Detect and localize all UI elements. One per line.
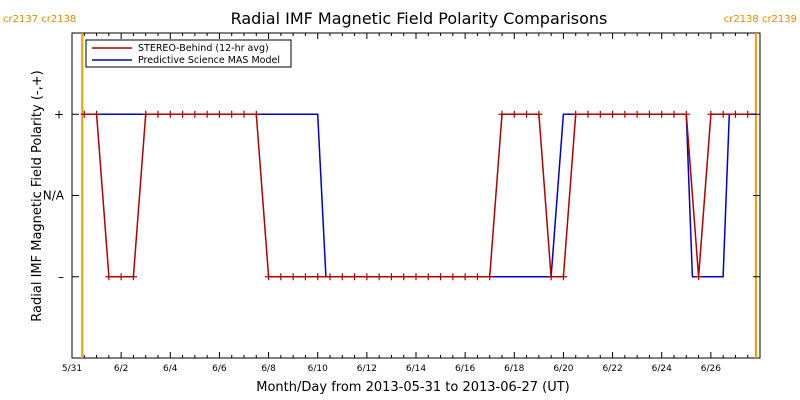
- legend-box: [85, 39, 292, 68]
- x-axis-label: Month/Day from 2013-05-31 to 2013-06-27 …: [256, 380, 569, 395]
- legend-label-stereo: STEREO-Behind (12-hr avg): [138, 43, 269, 54]
- data-point: [191, 110, 199, 118]
- x-tick-label: 6/6: [212, 364, 227, 374]
- data-point: [437, 273, 445, 281]
- x-tick-label: 6/8: [261, 364, 276, 374]
- x-tick-label: 6/16: [455, 364, 475, 374]
- x-tick-label: 5/31: [62, 364, 82, 374]
- data-point: [154, 110, 162, 118]
- data-point: [461, 273, 469, 281]
- data-point: [129, 273, 137, 281]
- y-tick-label: +: [54, 107, 64, 121]
- legend: STEREO-Behind (12-hr avg) Predictive Sci…: [85, 39, 292, 68]
- data-point: [338, 273, 346, 281]
- data-point: [473, 273, 481, 281]
- x-tick-label: 6/20: [553, 364, 573, 374]
- data-point: [584, 110, 592, 118]
- legend-label-mas: Predictive Science MAS Model: [138, 55, 280, 66]
- data-point: [510, 110, 518, 118]
- carrington-label: cr2137 cr2138: [3, 14, 76, 25]
- data-point: [424, 273, 432, 281]
- data-point: [449, 273, 457, 281]
- data-point: [670, 110, 678, 118]
- data-point: [277, 273, 285, 281]
- data-point: [80, 110, 88, 118]
- data-point: [645, 110, 653, 118]
- data-point: [559, 273, 567, 281]
- y-axis-label: Radial IMF Magnetic Field Polarity (-,+): [30, 70, 45, 321]
- x-tick-label: 6/26: [701, 364, 721, 374]
- x-tick-label: 6/10: [308, 364, 328, 374]
- data-point: [228, 110, 236, 118]
- series-stereo: [80, 110, 752, 281]
- data-point: [301, 273, 309, 281]
- data-point: [289, 273, 297, 281]
- data-point: [314, 273, 322, 281]
- data-point: [486, 273, 494, 281]
- y-tick-label: N/A: [43, 189, 65, 203]
- data-point: [523, 110, 531, 118]
- data-point: [252, 110, 260, 118]
- x-tick-label: 6/22: [602, 364, 622, 374]
- data-point: [572, 110, 580, 118]
- data-point: [658, 110, 666, 118]
- data-point: [609, 110, 617, 118]
- data-point: [695, 273, 703, 281]
- x-axis-ticks: 5/31 6/2 6/4 6/6 6/8 6/10 6/12 6/14 6/16 6/18 6/20…: [62, 33, 761, 374]
- data-point: [596, 110, 604, 118]
- data-point: [93, 110, 101, 118]
- carrington-label: cr2138 cr2139: [724, 14, 797, 25]
- data-point: [363, 273, 371, 281]
- x-tick-label: 6/4: [163, 364, 178, 374]
- x-tick-label: 6/14: [406, 364, 426, 374]
- x-tick-label: 6/24: [652, 364, 672, 374]
- data-point: [166, 110, 174, 118]
- data-point: [731, 110, 739, 118]
- chart-title: Radial IMF Magnetic Field Polarity Compa…: [231, 9, 608, 28]
- data-point: [203, 110, 211, 118]
- data-point: [498, 110, 506, 118]
- y-axis-ticks: + N/A –: [43, 107, 760, 284]
- data-point: [215, 110, 223, 118]
- data-point: [179, 110, 187, 118]
- data-point: [719, 110, 727, 118]
- data-point: [105, 273, 113, 281]
- x-tick-label: 6/18: [504, 364, 524, 374]
- y-tick-label: –: [58, 270, 64, 284]
- data-point: [682, 110, 690, 118]
- data-point: [535, 110, 543, 118]
- data-point: [117, 273, 125, 281]
- data-point: [387, 273, 395, 281]
- data-point: [744, 110, 752, 118]
- x-tick-label: 6/2: [114, 364, 128, 374]
- x-tick-label: 6/12: [357, 364, 377, 374]
- data-point: [633, 110, 641, 118]
- carrington-labels: cr2137 cr2138 cr2138 cr2139: [3, 14, 797, 25]
- data-point: [707, 110, 715, 118]
- data-point: [547, 273, 555, 281]
- data-point: [412, 273, 420, 281]
- data-point: [400, 273, 408, 281]
- data-point: [351, 273, 359, 281]
- data-point: [326, 273, 334, 281]
- data-point: [375, 273, 383, 281]
- data-point: [621, 110, 629, 118]
- data-point: [265, 273, 273, 281]
- data-point: [142, 110, 150, 118]
- data-point: [240, 110, 248, 118]
